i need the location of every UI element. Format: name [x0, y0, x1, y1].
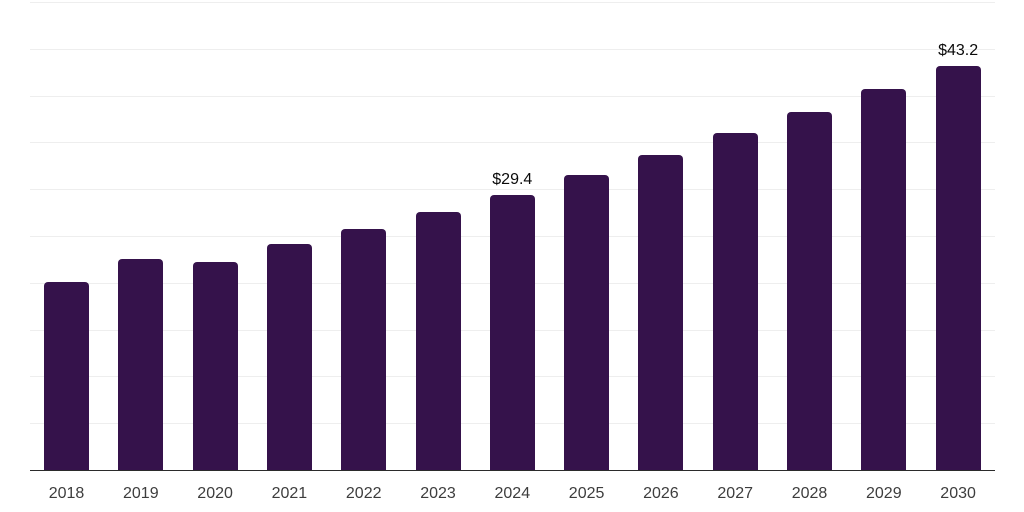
- gridline: [30, 2, 995, 3]
- bar-2022: [341, 229, 387, 470]
- x-axis-tick-label-2020: 2020: [197, 485, 233, 502]
- bar-2030: [935, 65, 981, 470]
- x-axis-tick-label-2027: 2027: [717, 485, 753, 502]
- plot-area: $29.4 $43.2: [30, 2, 995, 471]
- x-axis-tick-label-2024: 2024: [494, 485, 531, 502]
- bar-2020: [192, 262, 238, 470]
- x-axis-tick-label-2025: 2025: [568, 485, 605, 502]
- x-axis-tick-label-2019: 2019: [123, 485, 159, 502]
- bar-2024: [489, 194, 535, 470]
- x-axis-tick-label-2022: 2022: [345, 485, 382, 502]
- gridline: [30, 142, 995, 144]
- bar-2028: [787, 111, 832, 470]
- bar-2026: [638, 154, 684, 470]
- bar-2019: [118, 259, 164, 470]
- x-axis-tick-label-2030: 2030: [940, 485, 976, 502]
- bar-2027: [712, 133, 758, 470]
- bar-value-label-2024: $29.4: [492, 170, 533, 188]
- x-axis-tick-label-2029: 2029: [866, 485, 902, 502]
- bar-2018: [44, 281, 89, 470]
- x-axis-tick-label-2026: 2026: [643, 485, 679, 502]
- bar-2029: [861, 89, 907, 470]
- gridline: [30, 95, 995, 97]
- x-axis-tick-label-2021: 2021: [271, 485, 308, 502]
- bar-value-label-2030: $43.2: [938, 41, 979, 59]
- bar-2023: [415, 211, 461, 470]
- gridline: [30, 48, 995, 50]
- x-axis-line: [30, 469, 995, 471]
- x-axis-tick-label-2028: 2028: [791, 485, 828, 502]
- bar-2025: [564, 175, 610, 470]
- x-axis-tick-label-2018: 2018: [48, 485, 85, 502]
- x-axis-tick-label-2023: 2023: [420, 485, 456, 502]
- bar-2021: [266, 244, 312, 470]
- gridline: [30, 189, 995, 191]
